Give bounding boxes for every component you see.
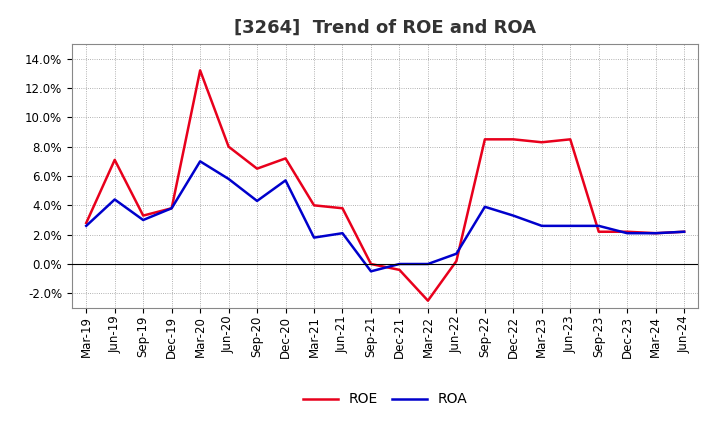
ROA (395, 261, 404, 267)
ROA (680, 229, 688, 235)
ROA (253, 198, 261, 204)
ROE (652, 231, 660, 236)
ROE (196, 68, 204, 73)
ROA (167, 205, 176, 211)
ROE (509, 137, 518, 142)
ROE (537, 139, 546, 145)
ROE (623, 229, 631, 235)
ROE (338, 205, 347, 211)
ROE (452, 258, 461, 264)
ROA (196, 159, 204, 164)
ROE (395, 267, 404, 272)
ROA (652, 231, 660, 236)
ROA (110, 197, 119, 202)
ROE (82, 220, 91, 226)
ROA (509, 213, 518, 218)
ROE (225, 144, 233, 149)
ROA (338, 231, 347, 236)
ROE (480, 137, 489, 142)
ROE (139, 213, 148, 218)
ROE (310, 203, 318, 208)
ROA (566, 223, 575, 228)
ROA (310, 235, 318, 240)
ROE (253, 166, 261, 171)
ROA (366, 269, 375, 274)
ROE (110, 157, 119, 162)
ROA (452, 251, 461, 257)
ROA (139, 217, 148, 223)
ROA (595, 223, 603, 228)
ROA (623, 231, 631, 236)
ROA (282, 178, 290, 183)
Title: [3264]  Trend of ROE and ROA: [3264] Trend of ROE and ROA (234, 19, 536, 37)
ROE (680, 229, 688, 235)
ROA (423, 261, 432, 267)
ROA (225, 176, 233, 182)
ROA (82, 223, 91, 228)
Legend: ROE, ROA: ROE, ROA (297, 387, 473, 412)
ROE (366, 261, 375, 267)
Line: ROE: ROE (86, 70, 684, 301)
ROE (282, 156, 290, 161)
ROE (167, 205, 176, 211)
ROA (537, 223, 546, 228)
ROE (423, 298, 432, 303)
ROA (480, 204, 489, 209)
ROE (595, 229, 603, 235)
Line: ROA: ROA (86, 161, 684, 271)
ROE (566, 137, 575, 142)
